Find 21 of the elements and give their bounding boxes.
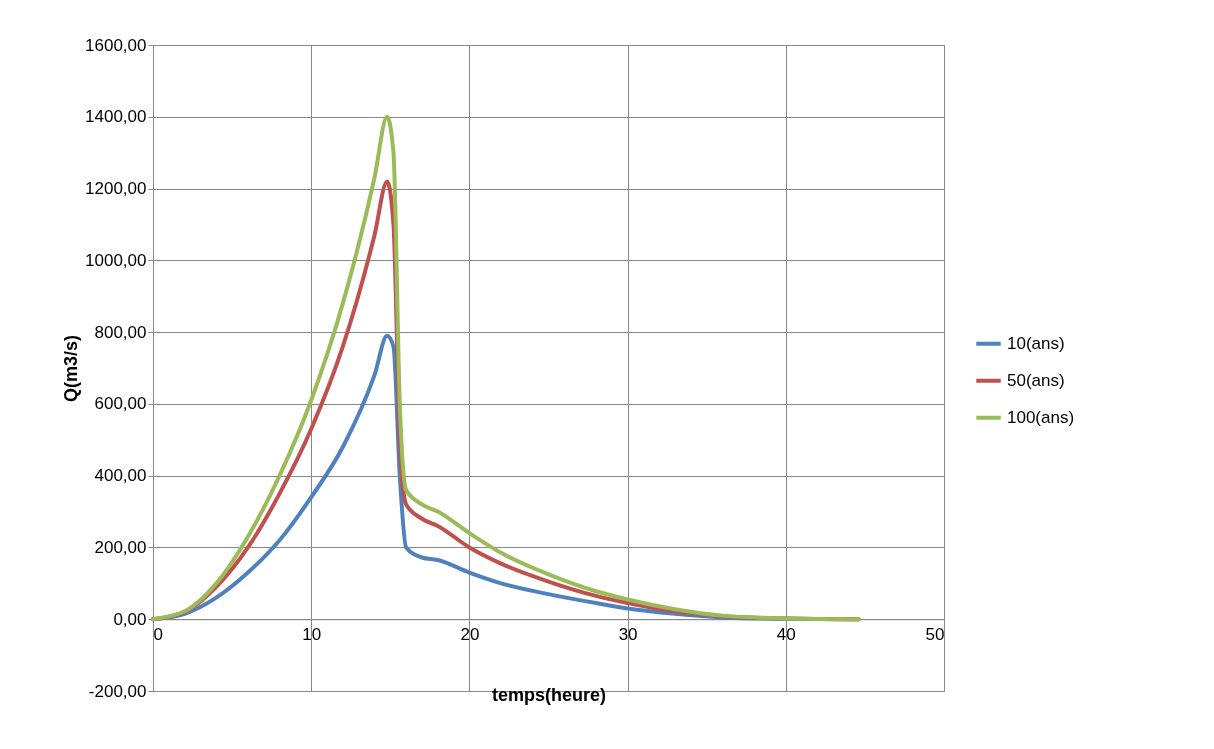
y-tick-label: 1000,00 <box>85 250 147 270</box>
y-tick-label: 200,00 <box>94 537 147 557</box>
legend-label: 100(ans) <box>1007 407 1075 427</box>
x-tick-label: 50 <box>925 624 945 644</box>
y-tick-label: 600,00 <box>94 394 147 414</box>
x-axis-title: temps(heure) <box>491 684 607 705</box>
y-tick-label: 0,00 <box>113 609 147 629</box>
y-tick-label: 1200,00 <box>85 179 147 199</box>
x-tick-label: 30 <box>618 624 638 644</box>
y-tick-label: 1400,00 <box>85 107 147 127</box>
legend-label: 10(ans) <box>1007 333 1065 353</box>
y-tick-label: 800,00 <box>94 322 147 342</box>
x-tick-label: 40 <box>776 624 796 644</box>
legend-label: 50(ans) <box>1007 370 1065 390</box>
x-tick-label: 10 <box>302 624 322 644</box>
y-axis-title: Q(m3/s) <box>61 334 82 403</box>
y-tick-label: 1600,00 <box>85 35 147 55</box>
x-tick-label: 0 <box>153 624 163 644</box>
y-tick-label: -200,00 <box>88 681 147 701</box>
y-tick-label: 400,00 <box>94 466 147 486</box>
x-tick-label: 20 <box>460 624 480 644</box>
